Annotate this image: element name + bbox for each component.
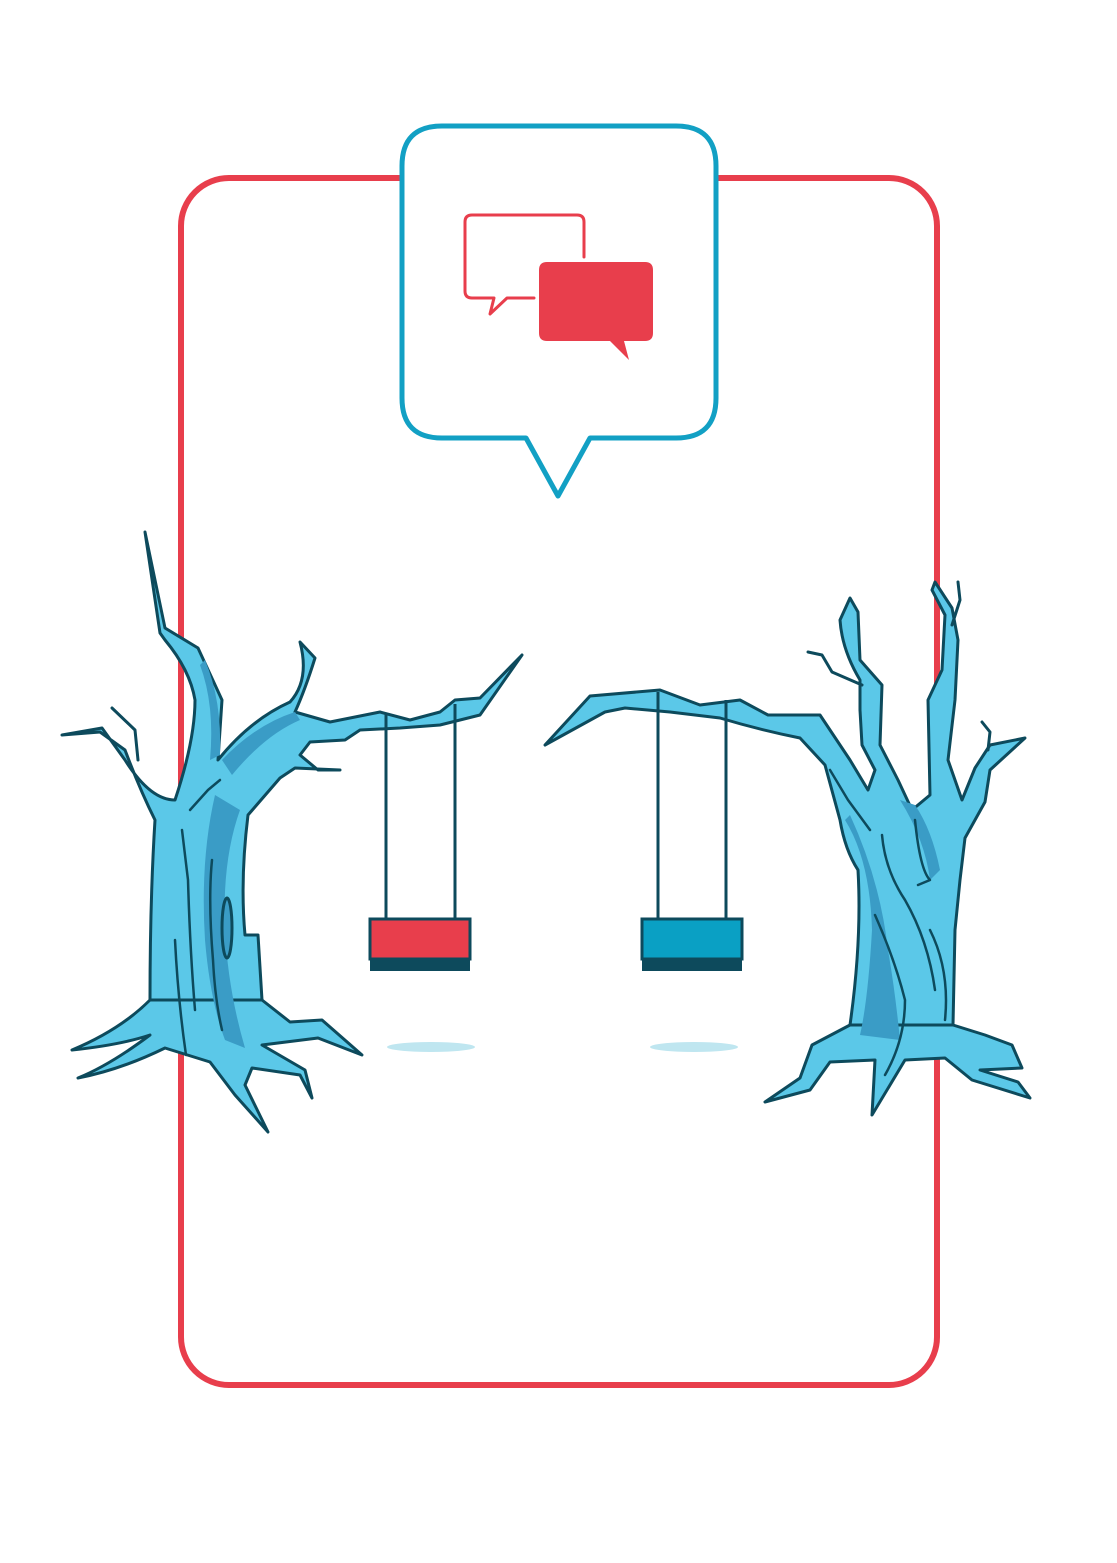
left-tree-roots [70,998,364,1134]
left-tree-shade-upper [200,660,221,760]
left-tree-bark-line [173,938,188,1057]
right-tree-shade-upper [900,800,940,880]
left-tree-bark-line [208,858,224,1032]
left-tree-bark-line [180,828,197,1012]
right-tree [543,580,1032,1117]
right-tree-trunk [543,580,1027,1027]
right-tree-bark-line [828,768,872,832]
chat-bubble-filled-icon [539,262,653,360]
left-tree-bark-line [188,778,222,812]
chat-bubble-outline-icon [463,213,586,316]
right-swing-shadow [650,1042,738,1052]
right-tree-roots [763,1023,1032,1117]
left-swing-seat-base [370,959,470,971]
right-tree-shade [845,815,900,1040]
right-swing-seat [640,917,744,961]
right-swing-seat-base [642,959,742,971]
chat-bubbles-icon [463,213,653,360]
right-tree-bark-line [913,818,932,887]
left-swing-shadow [387,1042,475,1052]
right-tree-bark-line [880,833,937,992]
left-swing-seat [368,917,472,961]
left-swing [368,704,472,971]
right-tree-twig [806,650,864,687]
left-tree-trunk [60,530,524,1002]
right-tree-twig [980,720,992,752]
right-tree-bark-line [873,913,907,1077]
left-tree [60,530,524,1134]
left-tree-knot [220,896,234,960]
left-tree-shade-branch [222,712,300,775]
right-tree-twig [950,580,962,627]
right-tree-bark-line [928,928,948,1022]
left-tree-twig [110,706,140,762]
right-swing [640,692,744,971]
